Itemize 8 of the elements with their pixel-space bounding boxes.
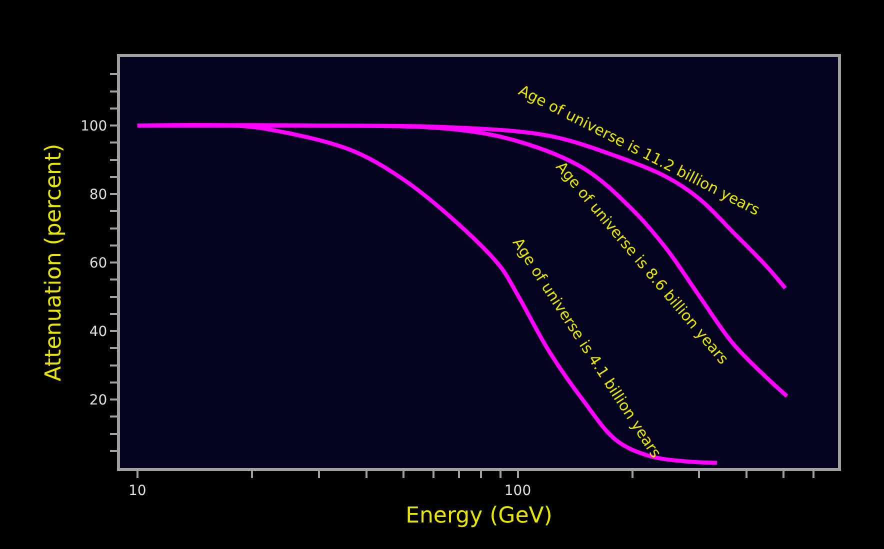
y-tick-label: 100 bbox=[80, 118, 108, 134]
y-tick-label: 60 bbox=[89, 255, 108, 272]
y-axis-title: Attenuation (percent) bbox=[41, 144, 66, 382]
y-tick-label: 20 bbox=[89, 392, 108, 408]
x-axis-title: Energy (GeV) bbox=[406, 504, 552, 529]
y-tick-label: 80 bbox=[89, 186, 108, 203]
x-tick-label: 10 bbox=[128, 482, 146, 499]
y-tick-label: 40 bbox=[89, 324, 108, 340]
